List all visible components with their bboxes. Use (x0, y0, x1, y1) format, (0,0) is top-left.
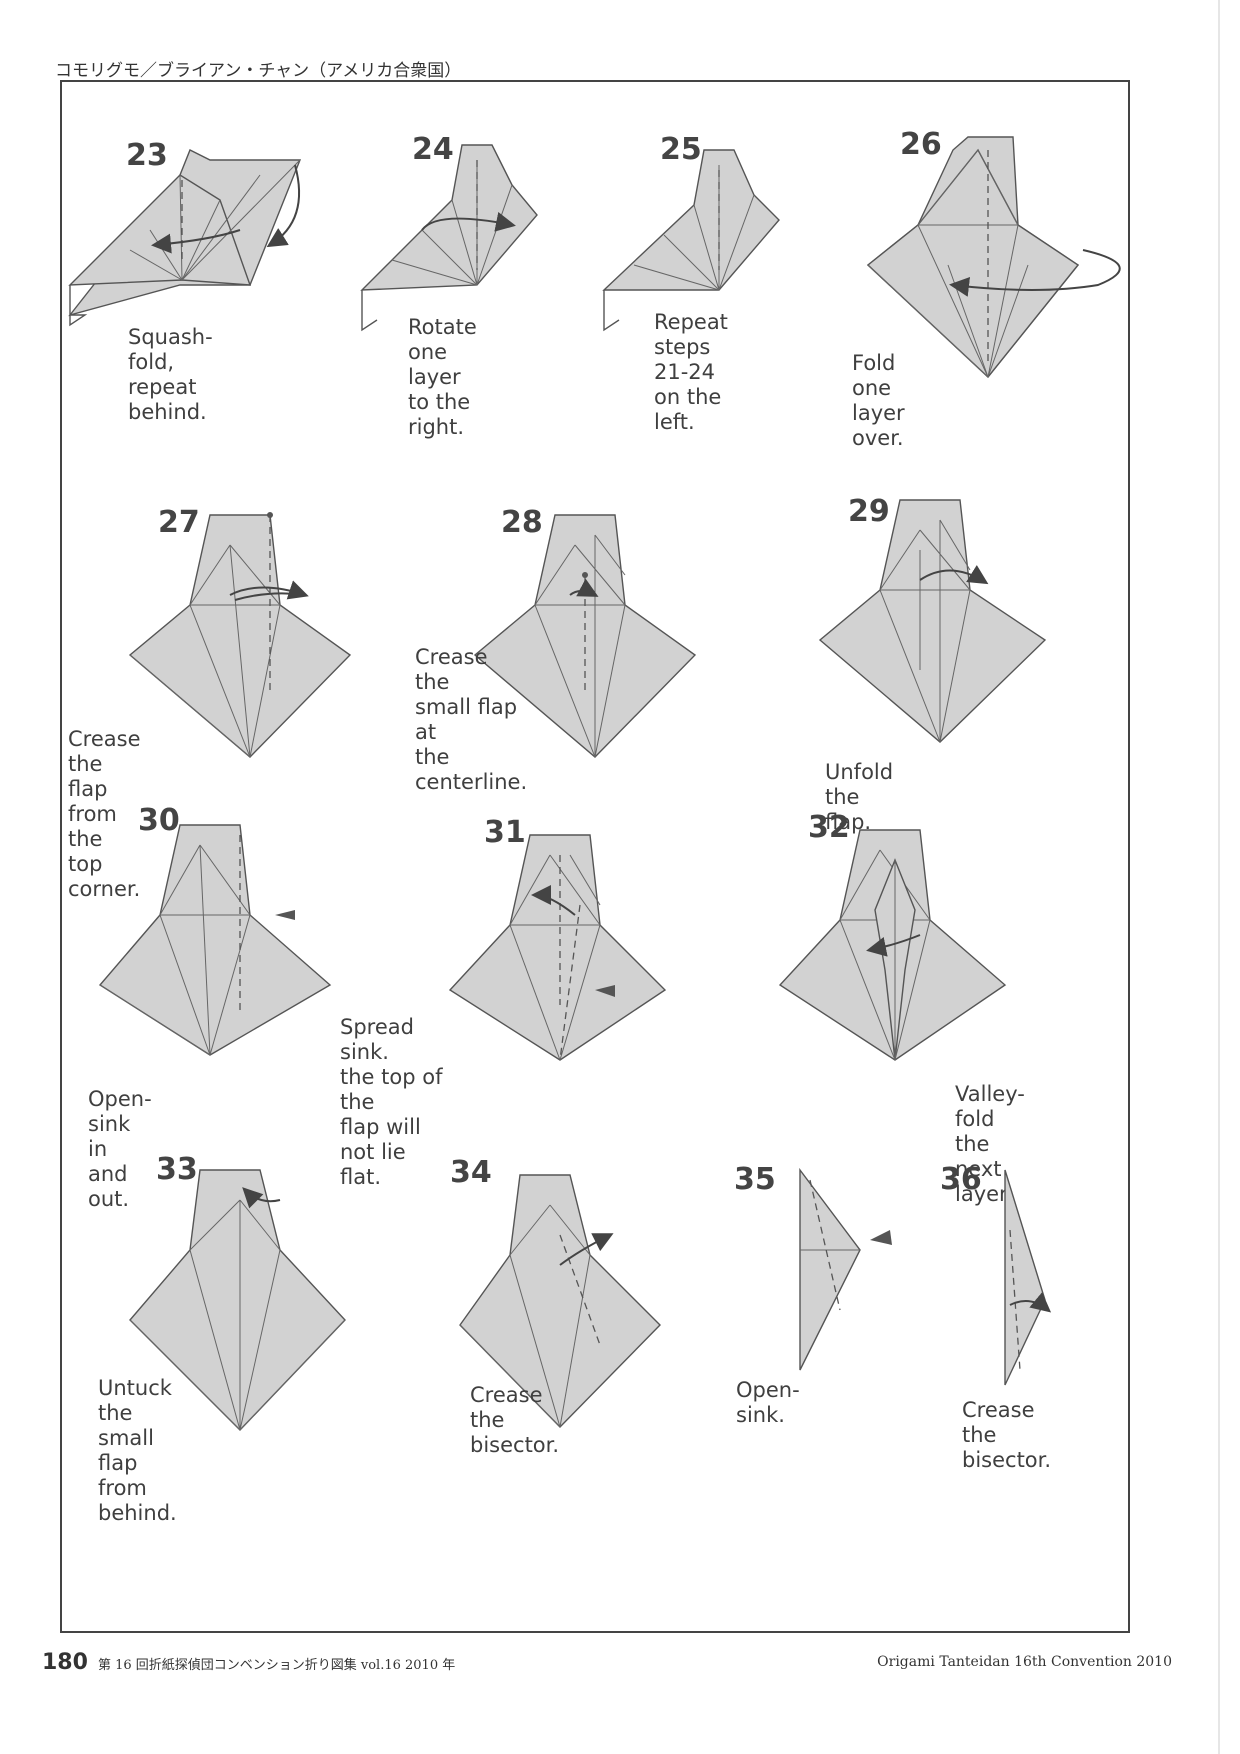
step-24-diagram (360, 144, 538, 332)
step-number: 35 (734, 1162, 776, 1197)
step-caption: Open-sink. (736, 1378, 800, 1427)
step-31-diagram (448, 834, 667, 1061)
step-number: 36 (940, 1162, 982, 1197)
publication-title: 第 16 回折紙探偵団コンベンション折り図集 vol.16 2010 年 (97, 1658, 456, 1673)
step-23-diagram (68, 149, 302, 327)
step-caption: Valley-fold the next layer. (955, 1082, 1025, 1206)
step-number: 26 (900, 127, 942, 162)
step-32-diagram (778, 829, 1007, 1061)
step-number: 29 (848, 494, 890, 529)
step-caption: Crease the flap from the top corner. (68, 727, 141, 901)
step-number: 30 (138, 803, 180, 838)
step-number: 25 (660, 132, 702, 167)
step-35-diagram (799, 1167, 892, 1371)
step-29-diagram (818, 499, 1047, 743)
step-number: 28 (501, 505, 543, 540)
page-edge-line (1218, 0, 1220, 1754)
step-number: 27 (158, 505, 200, 540)
page-number: 180 (42, 1650, 88, 1675)
step-caption: Fold one layer over. (852, 351, 905, 450)
step-number: 32 (808, 810, 850, 845)
step-number: 24 (412, 132, 454, 167)
step-caption: Open-sink in and out. (88, 1087, 152, 1211)
step-caption: Crease the bisector. (470, 1383, 560, 1457)
step-caption: Untuck the small flap from behind. (98, 1376, 177, 1525)
step-27-diagram (128, 512, 352, 758)
step-28-diagram (473, 514, 697, 758)
step-caption: Rotate one layer to the right. (408, 315, 477, 439)
step-caption: Repeat steps 21-24 on the left. (654, 310, 728, 434)
diagram-frame (60, 80, 1130, 1633)
step-caption: Spread sink. the top of the flap will no… (340, 1015, 443, 1189)
step-caption: Crease the small flap at the centerline. (415, 645, 528, 794)
step-34-diagram (459, 1174, 661, 1428)
step-number: 34 (450, 1155, 492, 1190)
page-header: コモリグモ／ブライアン・チャン（アメリカ合衆国） (55, 61, 462, 81)
footer-left: 180 第 16 回折紙探偵団コンベンション折り図集 vol.16 2010 年 (42, 1650, 455, 1675)
step-caption: Squash-fold, repeat behind. (128, 325, 213, 424)
step-number: 31 (484, 815, 526, 850)
step-36-diagram (1004, 1169, 1052, 1386)
footer-right: Origami Tanteidan 16th Convention 2010 (877, 1654, 1172, 1670)
step-number: 23 (126, 138, 168, 173)
step-number: 33 (156, 1152, 198, 1187)
step-caption: Crease the bisector. (962, 1398, 1052, 1472)
step-25-diagram (602, 149, 780, 332)
step-33-diagram (129, 1169, 346, 1432)
step-26-diagram (866, 136, 1121, 379)
step-30-diagram (98, 824, 332, 1056)
